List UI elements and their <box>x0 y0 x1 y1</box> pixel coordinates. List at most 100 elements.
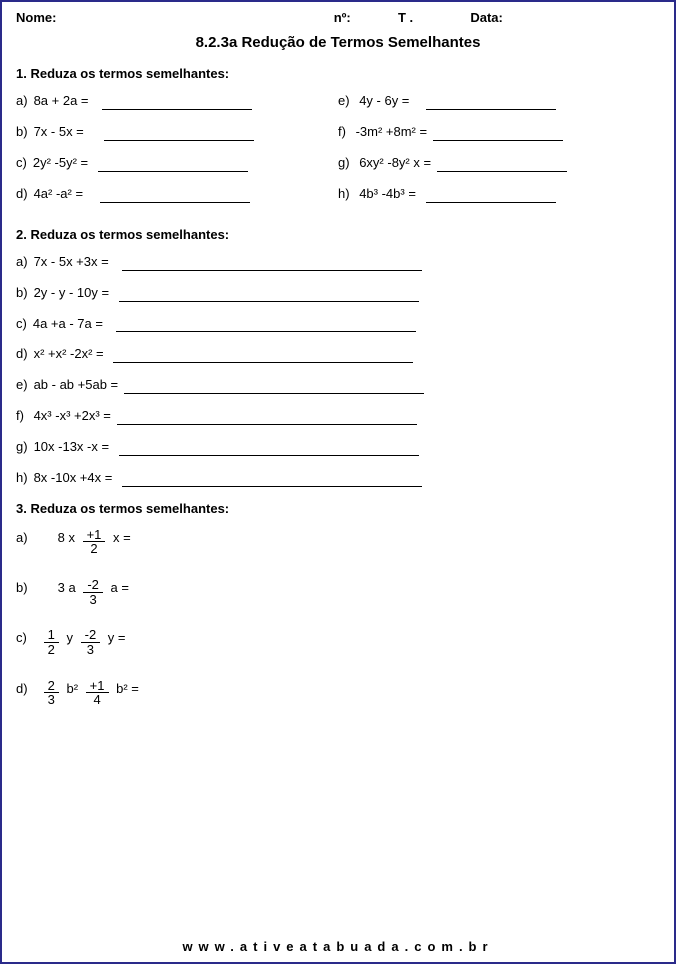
answer-blank[interactable] <box>116 318 416 332</box>
q-expr: 2y - y - 10y = <box>34 285 110 302</box>
section1-columns: a) 8a + 2a = b)7x - 5x = c)2y² -5y² = d) 4… <box>16 93 660 217</box>
fraction: +12 <box>83 528 106 556</box>
q-letter: b) <box>16 124 28 141</box>
q1f: f) -3m² +8m² = <box>338 124 660 141</box>
answer-blank[interactable] <box>124 380 424 394</box>
q3b: b) 3 a -23 a = <box>16 578 660 606</box>
numerator: +1 <box>83 528 106 543</box>
q2e: e) ab - ab +5ab = <box>16 377 660 394</box>
section3-heading: 3. Reduza os termos semelhantes: <box>16 501 660 518</box>
q2b: b) 2y - y - 10y = <box>16 285 660 302</box>
t-label: T . <box>398 10 413 25</box>
answer-blank[interactable] <box>102 96 252 110</box>
answer-blank[interactable] <box>122 473 422 487</box>
term: x = <box>113 528 131 547</box>
term: y = <box>108 628 126 647</box>
denominator: 2 <box>83 542 106 556</box>
date-label: Data: <box>470 10 503 25</box>
answer-blank[interactable] <box>98 158 248 172</box>
answer-blank[interactable] <box>119 288 419 302</box>
denominator: 3 <box>44 693 59 707</box>
q-expr: 8x -10x +4x = <box>34 470 113 487</box>
answer-blank[interactable] <box>113 349 413 363</box>
q1g: g) 6xy² -8y² x = <box>338 155 660 172</box>
section1-left-col: a) 8a + 2a = b)7x - 5x = c)2y² -5y² = d) 4… <box>16 93 338 217</box>
q-letter: d) <box>16 346 28 363</box>
denominator: 4 <box>86 693 109 707</box>
name-label: Nome: <box>16 10 56 25</box>
q-expr: 4y - 6y = <box>359 93 409 110</box>
q1e: e) 4y - 6y = <box>338 93 660 110</box>
fraction: 12 <box>44 628 59 656</box>
q-letter: a) <box>16 254 28 271</box>
term: 3 a <box>58 578 76 597</box>
q-letter: d) <box>16 186 28 203</box>
q-expr: 2y² -5y² = <box>33 155 88 172</box>
q-letter: h) <box>16 470 28 487</box>
q-letter: b) <box>16 578 40 597</box>
fraction: -23 <box>83 578 103 606</box>
q-letter: e) <box>16 377 28 394</box>
q-expr: 8a + 2a = <box>34 93 89 110</box>
answer-blank[interactable] <box>104 127 254 141</box>
q-letter: c) <box>16 628 40 647</box>
answer-blank[interactable] <box>433 127 563 141</box>
q-expr: 4b³ -4b³ = <box>359 186 416 203</box>
num-label: nº: <box>334 10 351 25</box>
worksheet-page: Nome: nº: T . Data: 8.2.3a Redução de Te… <box>0 0 676 964</box>
q3d: d) 23 b² +14 b² = <box>16 679 660 707</box>
header-line: Nome: nº: T . Data: <box>16 10 660 27</box>
q1c: c)2y² -5y² = <box>16 155 338 172</box>
q-expr: ab - ab +5ab = <box>34 377 119 394</box>
numerator: +1 <box>86 679 109 694</box>
q1b: b)7x - 5x = <box>16 124 338 141</box>
q-expr: x² +x² -2x² = <box>34 346 104 363</box>
q-letter: d) <box>16 679 40 698</box>
q-expr: 8 x +12 x = <box>44 528 135 556</box>
q2c: c)4a +a - 7a = <box>16 316 660 333</box>
numerator: 2 <box>44 679 59 694</box>
q2f: f) 4x³ -x³ +2x³ = <box>16 408 660 425</box>
term: b² = <box>116 679 139 698</box>
q-letter: g) <box>338 155 350 172</box>
q1a: a) 8a + 2a = <box>16 93 338 110</box>
fraction: +14 <box>86 679 109 707</box>
q-letter: b) <box>16 285 28 302</box>
answer-blank[interactable] <box>426 96 556 110</box>
q2h: h) 8x -10x +4x = <box>16 470 660 487</box>
answer-blank[interactable] <box>100 189 250 203</box>
numerator: -2 <box>81 628 101 643</box>
numerator: 1 <box>44 628 59 643</box>
q3a: a) 8 x +12 x = <box>16 528 660 556</box>
fraction: -23 <box>81 628 101 656</box>
q2g: g) 10x -13x -x = <box>16 439 660 456</box>
q1h: h) 4b³ -4b³ = <box>338 186 660 203</box>
answer-blank[interactable] <box>437 158 567 172</box>
q-letter: f) <box>16 408 24 425</box>
answer-blank[interactable] <box>122 257 422 271</box>
denominator: 3 <box>83 593 103 607</box>
q-expr: 4a² -a² = <box>34 186 84 203</box>
footer-url: www.ativeatabuada.com.br <box>2 939 674 956</box>
section1-right-col: e) 4y - 6y = f) -3m² +8m² = g) 6xy² -8y²… <box>338 93 660 217</box>
section2-heading: 2. Reduza os termos semelhantes: <box>16 227 660 244</box>
answer-blank[interactable] <box>117 411 417 425</box>
term: y <box>66 628 73 647</box>
q-expr: 10x -13x -x = <box>34 439 110 456</box>
answer-blank[interactable] <box>119 442 419 456</box>
q-letter: f) <box>338 124 346 141</box>
q-expr: 23 b² +14 b² = <box>44 679 143 707</box>
q-expr: 4a +a - 7a = <box>33 316 103 333</box>
answer-blank[interactable] <box>426 189 556 203</box>
term: b² <box>66 679 78 698</box>
q-letter: g) <box>16 439 28 456</box>
q1d: d) 4a² -a² = <box>16 186 338 203</box>
q-expr: 3 a -23 a = <box>44 578 133 606</box>
section2-list: a) 7x - 5x +3x = b) 2y - y - 10y = c)4a +a… <box>16 254 660 487</box>
denominator: 2 <box>44 643 59 657</box>
q-letter: a) <box>16 528 40 547</box>
q-expr: 7x - 5x +3x = <box>34 254 109 271</box>
q-letter: a) <box>16 93 28 110</box>
numerator: -2 <box>83 578 103 593</box>
q2d: d) x² +x² -2x² = <box>16 346 660 363</box>
